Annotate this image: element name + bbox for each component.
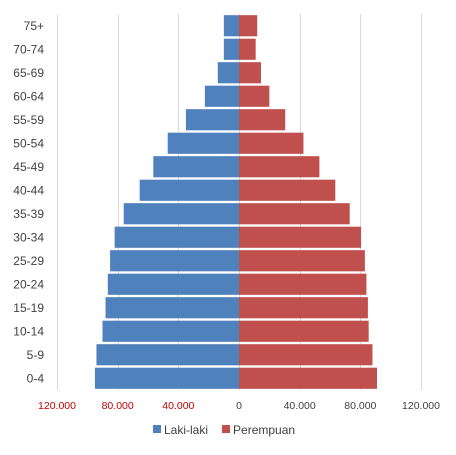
bar-perempuan-75+ (239, 15, 258, 37)
category-label: 60-64 (13, 89, 44, 103)
x-tick-label: 120.000 (38, 400, 76, 412)
category-label: 65-69 (13, 66, 44, 80)
category-label: 15-19 (13, 301, 44, 315)
category-label: 55-59 (13, 113, 44, 127)
bar-perempuan-5-9 (239, 344, 373, 366)
category-label: 70-74 (13, 42, 44, 56)
bar-perempuan-15-19 (239, 297, 368, 319)
bar-laki-laki-60-64 (204, 85, 239, 107)
x-tick-label: 40.000 (284, 400, 316, 412)
bar-laki-laki-50-54 (167, 132, 239, 154)
bar-perempuan-20-24 (239, 273, 367, 295)
category-label: 10-14 (13, 324, 44, 338)
bar-perempuan-45-49 (239, 156, 320, 178)
bar-laki-laki-10-14 (102, 320, 239, 342)
bars (94, 15, 378, 389)
bar-perempuan-70-74 (239, 38, 256, 60)
category-label: 75+ (24, 19, 44, 33)
category-label: 25-29 (13, 254, 44, 268)
legend-swatch (153, 425, 161, 433)
bar-perempuan-30-34 (239, 226, 362, 248)
bar-perempuan-40-44 (239, 179, 336, 201)
bar-laki-laki-5-9 (96, 344, 239, 366)
legend-swatch (222, 425, 231, 433)
x-tick-label: 120.000 (402, 400, 440, 412)
category-label: 40-44 (13, 183, 44, 197)
legend-label: Perempuan (233, 423, 295, 437)
bar-perempuan-10-14 (239, 320, 369, 342)
bar-laki-laki-70-74 (223, 38, 239, 60)
bar-perempuan-25-29 (239, 250, 365, 272)
bar-laki-laki-30-34 (114, 226, 239, 248)
bar-perempuan-60-64 (239, 85, 270, 107)
category-label: 50-54 (13, 136, 44, 150)
bar-perempuan-55-59 (239, 109, 286, 131)
bar-perempuan-50-54 (239, 132, 304, 154)
x-axis-tick-labels: 120.000 80.000 40.000 0 40.000 80.000 120.000 (38, 400, 440, 412)
bar-perempuan-35-39 (239, 203, 350, 225)
x-tick-label: 0 (236, 400, 242, 412)
category-labels: 0-4 5-9 10-14 15-19 20-24 25-29 30-34 35-39 40-4… (13, 19, 44, 386)
bar-laki-laki-35-39 (123, 203, 239, 225)
category-label: 30-34 (13, 230, 44, 244)
bar-laki-laki-55-59 (185, 109, 239, 131)
x-tick-label: 80.000 (344, 400, 376, 412)
legend-label: Laki-laki (164, 423, 208, 437)
bar-perempuan-0-4 (239, 367, 378, 389)
bar-laki-laki-45-49 (153, 156, 239, 178)
bar-laki-laki-75+ (223, 15, 239, 37)
bar-laki-laki-20-24 (107, 273, 239, 295)
category-label: 35-39 (13, 207, 44, 221)
category-label: 0-4 (27, 371, 45, 385)
category-label: 45-49 (13, 160, 44, 174)
bar-laki-laki-65-69 (217, 62, 239, 84)
legend: Laki-laki Perempuan (153, 423, 295, 437)
bar-laki-laki-40-44 (139, 179, 239, 201)
bar-laki-laki-0-4 (94, 367, 240, 389)
x-tick-label: 80.000 (102, 400, 134, 412)
bar-laki-laki-25-29 (110, 250, 239, 272)
category-label: 5-9 (27, 348, 45, 362)
bar-perempuan-65-69 (239, 62, 261, 84)
category-label: 20-24 (13, 277, 44, 291)
bar-laki-laki-15-19 (105, 297, 240, 319)
x-tick-label: 40.000 (162, 400, 194, 412)
